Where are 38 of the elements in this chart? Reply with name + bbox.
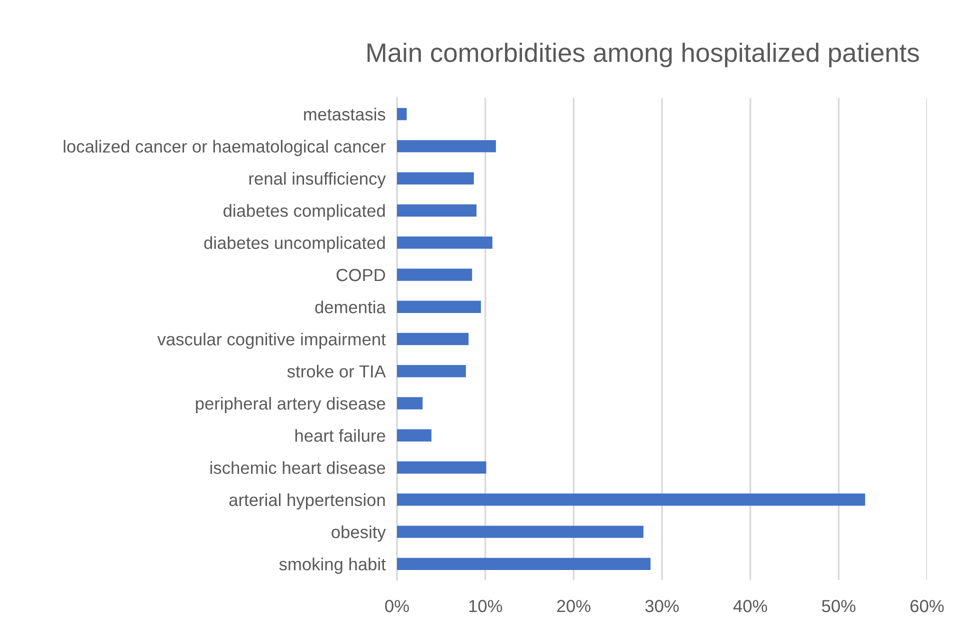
bar [397,558,651,570]
bar [397,204,476,217]
y-tick-label: localized cancer or haematological cancer [64,140,386,156]
bar [397,108,407,120]
bar [397,140,496,152]
y-tick-label: ischemic heart disease [210,461,386,474]
x-tick-label: 60% [910,600,944,612]
x-tick-label: 30% [645,600,679,612]
y-tick-label: diabetes uncomplicated [204,236,385,252]
y-tick-label: smoking habit [279,558,386,574]
bar [397,429,432,442]
x-tick-label: 50% [822,600,856,612]
bar [397,268,472,281]
y-tick-label: arterial hypertension [229,493,385,510]
bar [397,300,481,313]
bar [397,172,474,184]
y-tick-label: COPD [336,268,386,282]
x-tick-label: 40% [733,600,768,612]
chart-title: Main comorbidities among hospitalized patients [368,42,919,68]
y-tick-label: heart failure [295,429,386,442]
bar [397,236,492,249]
y-tick-label: diabetes complicated [224,204,385,220]
bar [397,526,644,538]
y-tick-label: vascular cognitive impairment [157,332,386,349]
x-tick-label: 10% [469,600,502,612]
x-tick-label: 20% [557,600,590,612]
bar [397,397,423,410]
bar [397,365,466,378]
y-tick-label: dementia [315,300,386,314]
y-tick-label: metastasis [304,108,386,121]
bar [397,461,486,474]
bar [397,332,469,346]
x-tick-label: 0% [385,600,409,612]
bar [397,494,866,506]
y-tick-label: peripheral artery disease [196,396,386,414]
y-tick-label: stroke or TIA [287,364,386,378]
y-tick-label: renal insufficiency [249,172,386,188]
y-tick-label: obesity [332,526,386,542]
